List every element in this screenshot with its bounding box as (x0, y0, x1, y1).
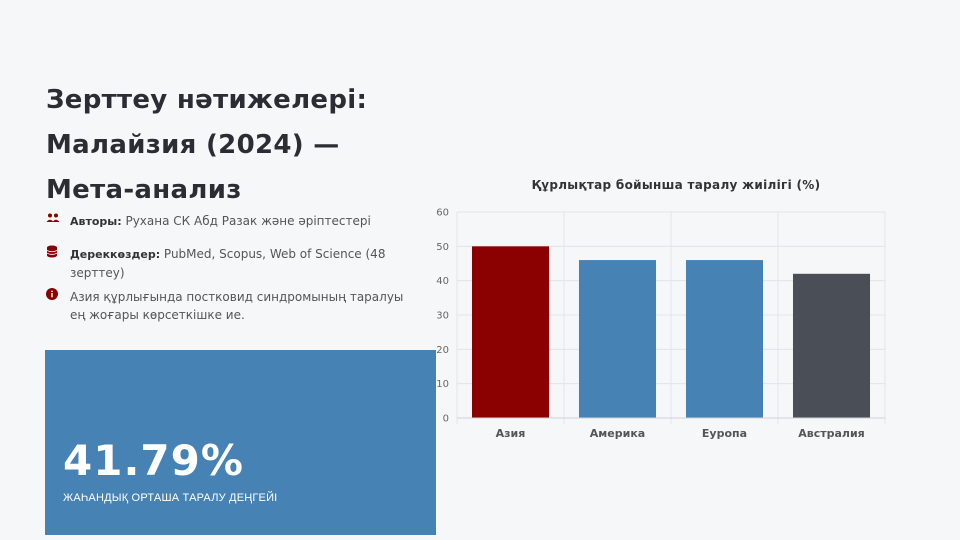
y-tick-label: 0 (443, 414, 449, 425)
y-tick-label: 30 (436, 311, 449, 322)
stat-label: ЖАҺАНДЫҚ ОРТАША ТАРАЛУ ДЕҢГЕЙІ (63, 492, 278, 504)
x-tick-label: Еуропа (702, 427, 747, 440)
y-tick-label: 10 (436, 379, 449, 390)
authors-value: Рухана СК Абд Разак және әріптестері (125, 214, 371, 228)
bar-Австралия (792, 273, 871, 418)
bar-chart: 0 10 20 30 40 50 60 Азия Америка Еуропа Австралия (436, 208, 886, 440)
finding-text: Азия құрлығында постковид синдромының та… (70, 290, 404, 322)
database-icon (46, 245, 60, 259)
y-tick-label: 40 (436, 276, 449, 287)
title-line-2: Малайзия (2024) — (46, 130, 340, 160)
users-icon (46, 212, 60, 226)
title-line-3: Мета-анализ (46, 175, 242, 205)
sources-text: Дереккөздер: PubMed, Scopus, Web of Scie… (70, 245, 416, 282)
sources-row: Дереккөздер: PubMed, Scopus, Web of Scie… (46, 245, 416, 282)
authors-label: Авторы: (70, 215, 122, 228)
bar-Азия (471, 246, 550, 418)
authors-row: Авторы: Рухана СК Абд Разак және әріптес… (46, 212, 416, 231)
y-tick-label: 20 (436, 345, 449, 356)
chart-title: Құрлықтар бойынша таралу жиілігі (%) (531, 178, 821, 192)
y-tick-label: 50 (436, 242, 449, 253)
stat-value: 41.79% (63, 436, 244, 485)
bar-Еуропа (685, 260, 764, 418)
finding-row: Азия құрлығында постковид синдромының та… (46, 288, 416, 324)
authors-text: Авторы: Рухана СК Абд Разак және әріптес… (70, 212, 416, 231)
slide-title: Зерттеу нәтижелері: Малайзия (2024) — Ме… (46, 78, 426, 213)
global-average-card: 41.79% ЖАҺАНДЫҚ ОРТАША ТАРАЛУ ДЕҢГЕЙІ (45, 350, 436, 535)
info-icon (46, 288, 60, 302)
y-tick-label: 60 (436, 208, 449, 219)
bar-Америка (578, 260, 657, 418)
x-tick-label: Азия (496, 427, 526, 440)
title-line-1: Зерттеу нәтижелері: (46, 85, 368, 115)
x-tick-label: Америка (590, 427, 645, 440)
sources-label: Дереккөздер: (70, 248, 161, 261)
sources-value: PubMed, Scopus, Web of Science (48 зертт… (70, 247, 386, 280)
x-tick-label: Австралия (798, 427, 865, 440)
